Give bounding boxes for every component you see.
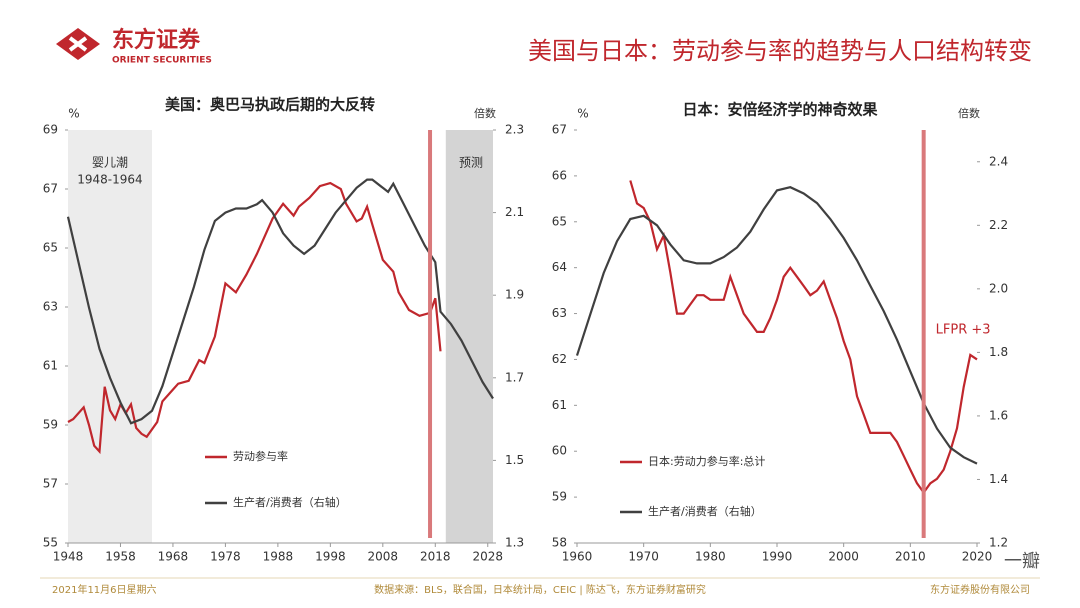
x-tick-label: 1978: [210, 550, 241, 564]
series-line: [67, 181, 442, 455]
watermark: 一瓣: [1004, 551, 1040, 572]
logo-cross: [68, 36, 88, 52]
y-tick-label: 69: [43, 123, 58, 137]
x-tick-label: 1968: [158, 550, 189, 564]
y2-tick-label: 1.6: [989, 408, 1008, 422]
region-label: 预测: [459, 156, 483, 170]
x-tick-label: 2010: [895, 550, 926, 564]
footer-date: 2021年11月6日星期六: [52, 583, 157, 596]
region-sublabel: 1948-1964: [77, 173, 142, 187]
x-tick-label: 2018: [420, 550, 451, 564]
y2-tick-label: 1.4: [989, 472, 1008, 486]
region-label: 婴儿潮: [92, 155, 128, 170]
y2-tick-label: 1.5: [505, 453, 524, 467]
y-tick-label: 57: [43, 477, 58, 491]
y-tick-label: 55: [43, 536, 58, 550]
x-tick-label: 1970: [628, 550, 659, 564]
x-tick-label: 2028: [472, 550, 503, 564]
series-line: [575, 186, 978, 465]
x-tick-label: 1988: [263, 550, 294, 564]
logo-en: ORIENT SECURITIES: [112, 56, 212, 66]
y2-tick-label: 2.2: [989, 218, 1008, 232]
footer-company: 东方证券股份有限公司: [930, 583, 1030, 596]
y-tick-label: 58: [552, 536, 567, 550]
legend-label: 生产者/消费者（右轴）: [233, 495, 347, 509]
x-tick-label: 2020: [962, 550, 993, 564]
y2-axis-label: 倍数: [474, 106, 496, 120]
x-tick-label: 1990: [762, 550, 793, 564]
y-tick-label: 63: [43, 300, 58, 314]
y-tick-label: 66: [552, 168, 567, 182]
y2-tick-label: 1.7: [505, 370, 524, 384]
x-tick-label: 1958: [105, 550, 136, 564]
y-tick-label: 65: [552, 214, 567, 228]
y-tick-label: 61: [552, 398, 567, 412]
y2-tick-label: 2.4: [989, 154, 1008, 168]
y2-tick-label: 1.8: [989, 345, 1008, 359]
y-tick-label: 60: [552, 444, 567, 458]
y-tick-label: 59: [552, 490, 567, 504]
legend-label: 生产者/消费者（右轴）: [648, 504, 762, 518]
legend-label: 劳动参与率: [233, 449, 288, 463]
y2-tick-label: 1.9: [505, 288, 524, 302]
y-axis-label: %: [577, 107, 588, 121]
y-axis-label: %: [68, 107, 79, 121]
y2-tick-label: 2.0: [989, 281, 1008, 295]
x-tick-label: 2000: [828, 550, 859, 564]
y-tick-label: 67: [552, 123, 567, 137]
y-tick-label: 64: [552, 260, 567, 274]
logo-cn: 东方证券: [112, 27, 201, 53]
marker-label: LFPR +3: [936, 323, 991, 338]
y2-tick-label: 2.3: [505, 123, 524, 137]
slide-title: 美国与日本：劳动参与率的趋势与人口结构转变: [528, 37, 1032, 65]
series-line: [66, 178, 494, 425]
y-tick-label: 61: [43, 359, 58, 373]
series-line: [629, 180, 978, 495]
legend-label: 日本:劳动力参与率:总计: [648, 454, 765, 468]
x-tick-label: 1948: [53, 550, 84, 564]
shaded-region: [68, 130, 152, 543]
y2-tick-label: 2.1: [505, 205, 524, 219]
x-tick-label: 2008: [368, 550, 399, 564]
y-tick-label: 59: [43, 418, 58, 432]
y2-axis-label: 倍数: [958, 106, 980, 120]
y-tick-label: 63: [552, 306, 567, 320]
shaded-region: [445, 130, 493, 543]
y2-tick-label: 1.3: [505, 536, 524, 550]
y-tick-label: 67: [43, 182, 58, 196]
logo: 东方证券 ORIENT SECURITIES: [56, 27, 212, 66]
y2-tick-label: 1.2: [989, 536, 1008, 550]
y-tick-label: 62: [552, 352, 567, 366]
footer-source: 数据来源：BLS，联合国，日本统计局，CEIC | 陈达飞，东方证券财富研究: [374, 583, 706, 596]
chart-title: 美国：奥巴马执政后期的大反转: [165, 96, 375, 114]
chart-title: 日本：安倍经济学的神奇效果: [682, 101, 878, 119]
x-tick-label: 1998: [315, 550, 346, 564]
x-tick-label: 1960: [562, 550, 593, 564]
y-tick-label: 65: [43, 241, 58, 255]
x-tick-label: 1980: [695, 550, 726, 564]
